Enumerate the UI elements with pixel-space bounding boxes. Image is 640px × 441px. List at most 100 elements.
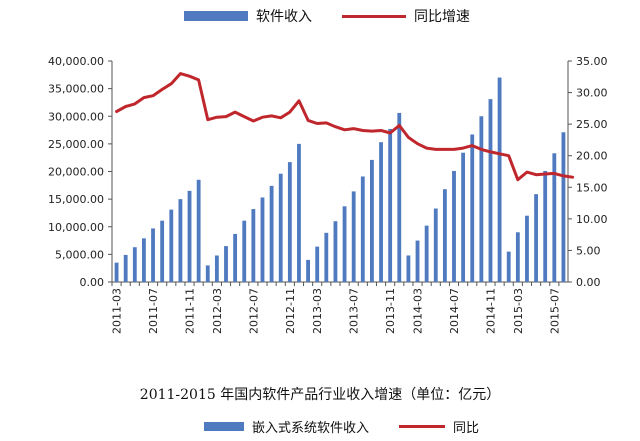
y-right-tick-label: 30.00 (576, 87, 608, 100)
legend-bar-label: 软件收入 (256, 9, 312, 25)
bar-revenue (324, 232, 329, 282)
bar-revenue (342, 206, 347, 282)
bar-revenue (360, 176, 365, 282)
bar-revenue (169, 209, 174, 282)
legend-bar-swatch (184, 11, 248, 21)
line-point (416, 142, 419, 145)
line-point (197, 79, 200, 81)
bar-revenue (196, 179, 201, 282)
line-point (289, 111, 291, 113)
bar-revenue (287, 162, 292, 282)
y-left-tick-label: 35,000.00 (48, 83, 104, 96)
bar-revenue (488, 99, 493, 282)
line-point (143, 96, 145, 99)
y-right-tick-label: 25.00 (576, 118, 608, 131)
y-right-tick-label: 5.00 (576, 244, 601, 257)
line-point (380, 129, 382, 132)
line-point (453, 148, 455, 151)
line-point (371, 130, 373, 132)
y-left-tick-label: 15,000.00 (48, 193, 104, 206)
chart-caption: 2011-2015 年国内软件产品行业收入增速（单位：亿元） (139, 387, 501, 403)
y-right-tick-label: 10.00 (576, 213, 608, 226)
line-point (298, 99, 300, 102)
line-point (434, 148, 437, 151)
bar-revenue (278, 173, 283, 282)
line-point (407, 136, 410, 139)
line-point (535, 173, 537, 176)
bar-revenue (433, 208, 438, 282)
line-point (234, 111, 236, 113)
bar-revenue (269, 185, 274, 282)
bar-revenue (242, 220, 247, 282)
bar-revenue (424, 225, 429, 282)
x-tick-label: 2012-11 (284, 288, 297, 334)
line-point (261, 116, 264, 118)
legend-line-swatch (342, 14, 406, 18)
line-growth-rate (115, 72, 575, 182)
bar-revenue (452, 170, 456, 282)
bar-revenue (406, 255, 411, 282)
bar-revenue (552, 153, 557, 282)
bar-revenue (151, 228, 155, 282)
line-point (170, 82, 173, 85)
line-point (179, 72, 182, 75)
x-tick-label: 2014-07 (448, 288, 461, 334)
line-point (489, 151, 492, 153)
bar-revenue (315, 246, 320, 282)
x-tick-label: 2013-07 (348, 288, 361, 334)
line-point (389, 132, 391, 134)
x-tick-label: 2011-07 (147, 288, 160, 334)
bar-revenue (534, 194, 538, 282)
x-tick-label: 2014-11 (484, 288, 497, 334)
y-left-tick-label: 30,000.00 (48, 110, 104, 123)
x-tick-label: 2012-07 (247, 288, 260, 334)
legend-bottom-line-label: 同比 (453, 421, 480, 436)
x-tick-label: 2015-03 (512, 288, 525, 334)
line-point (462, 147, 464, 149)
bar-revenue (351, 191, 356, 282)
legend-item-line: 同比增速 (342, 6, 470, 26)
line-point (553, 172, 556, 175)
line-point (517, 178, 519, 181)
line-point (124, 105, 127, 108)
line-point (152, 94, 154, 97)
bar-revenue (297, 143, 301, 282)
legend-bottom-item-bar: 嵌入式系统软件收入 (204, 417, 369, 436)
line-point (252, 120, 255, 122)
y-right-tick-label: 0.00 (576, 276, 601, 289)
x-tick-label: 2015-07 (548, 288, 561, 334)
bar-revenue (224, 246, 228, 282)
y-left-tick-label: 40,000.00 (48, 55, 104, 68)
line-point (161, 88, 163, 91)
line-point (471, 144, 474, 147)
line-point (115, 110, 118, 113)
y-left-tick-label: 20,000.00 (48, 166, 104, 179)
bar-revenue (142, 238, 146, 282)
line-point (498, 153, 501, 155)
bar-revenue (470, 134, 475, 282)
x-tick-label: 2014-03 (412, 288, 425, 334)
bar-revenue (370, 159, 374, 282)
line-point (216, 116, 218, 118)
line-point (188, 75, 191, 77)
bar-revenue (260, 197, 265, 282)
bar-revenue (561, 132, 566, 282)
line-point (316, 122, 319, 125)
line-point (325, 122, 328, 124)
bar-revenue (251, 209, 256, 282)
line-point (243, 115, 246, 118)
bar-revenue (214, 255, 219, 282)
line-point (134, 103, 136, 105)
bar-revenue (132, 247, 137, 282)
bar-revenue (306, 259, 310, 282)
bar-revenue (461, 152, 466, 282)
line-point (562, 175, 565, 177)
line-point (343, 129, 346, 131)
line-point (544, 173, 546, 175)
bar-revenue (397, 112, 402, 282)
bar-revenue (479, 116, 484, 282)
x-tick-label: 2011-11 (184, 288, 197, 334)
line-point (307, 119, 309, 122)
line-point (480, 148, 483, 151)
x-tick-label: 2013-03 (311, 288, 324, 334)
